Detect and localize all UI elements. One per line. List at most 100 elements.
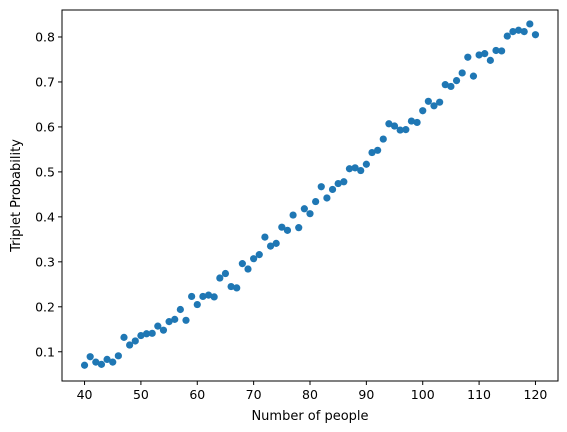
data-point	[300, 205, 308, 213]
data-point	[109, 358, 117, 366]
data-point	[520, 27, 528, 36]
data-point	[204, 291, 213, 299]
y-tick-label: 0.7	[35, 74, 55, 89]
x-axis-label: Number of people	[251, 409, 368, 424]
data-point	[526, 20, 534, 28]
data-point	[334, 179, 342, 188]
data-point	[441, 81, 449, 89]
data-point	[503, 32, 511, 40]
x-tick-label: 60	[189, 387, 205, 402]
data-point	[498, 47, 506, 55]
data-point	[351, 164, 359, 172]
data-point	[154, 322, 162, 330]
data-point	[233, 284, 241, 292]
data-point	[458, 69, 466, 77]
data-point	[402, 126, 410, 134]
data-point	[514, 26, 523, 34]
y-tick-label: 0.1	[35, 344, 55, 359]
data-points	[80, 20, 540, 369]
y-tick-label: 0.6	[35, 119, 55, 134]
data-point	[272, 239, 280, 247]
data-point	[492, 46, 500, 55]
data-point	[447, 82, 455, 91]
data-point	[80, 361, 89, 369]
data-point	[137, 331, 145, 340]
data-point	[227, 282, 235, 291]
data-point	[278, 223, 286, 231]
data-point	[374, 146, 382, 154]
data-point	[368, 148, 376, 157]
x-tick-label: 40	[77, 387, 93, 402]
data-point	[475, 51, 483, 59]
data-point	[385, 120, 393, 128]
y-tick-label: 0.8	[35, 29, 55, 44]
data-point	[430, 102, 438, 110]
data-point	[481, 50, 489, 58]
data-point	[419, 107, 427, 115]
data-point	[250, 255, 258, 263]
y-tick-label: 0.3	[35, 254, 55, 269]
y-tick-label: 0.4	[35, 209, 55, 224]
data-point	[323, 194, 331, 202]
data-point	[390, 122, 399, 130]
data-point	[176, 305, 184, 314]
x-tick-label: 80	[302, 387, 318, 402]
data-point	[193, 300, 201, 309]
data-point	[255, 251, 263, 259]
y-axis-ticks: 0.1 0.2 0.3 0.4 0.5 0.6 0.7 0.8	[35, 29, 62, 359]
x-tick-label: 90	[358, 387, 374, 402]
data-point	[142, 330, 151, 338]
data-point	[165, 318, 173, 326]
data-point	[148, 329, 156, 337]
data-point	[436, 98, 444, 106]
data-point	[464, 53, 472, 61]
x-tick-label: 120	[524, 387, 548, 402]
data-point	[97, 360, 106, 368]
data-point	[328, 185, 337, 194]
data-point	[266, 242, 275, 250]
data-point	[114, 352, 122, 360]
data-point	[159, 326, 168, 334]
data-point	[283, 226, 292, 234]
y-axis-label: Triplet Probability	[9, 139, 24, 253]
data-point	[407, 117, 416, 125]
data-point	[188, 292, 196, 301]
data-point	[171, 315, 179, 323]
data-point	[357, 166, 365, 175]
data-point	[306, 210, 314, 218]
x-axis-ticks: 40 50 60 70 80 90 100 110 120	[77, 381, 548, 402]
data-point	[340, 178, 348, 186]
data-point	[486, 56, 494, 64]
data-point	[424, 97, 432, 105]
data-point	[379, 135, 387, 143]
data-point	[210, 293, 218, 301]
data-point	[120, 333, 128, 341]
data-point	[531, 31, 540, 39]
x-tick-label: 70	[246, 387, 262, 402]
data-point	[509, 27, 517, 36]
data-point	[103, 355, 111, 364]
data-point	[261, 233, 269, 241]
data-point	[362, 160, 370, 168]
x-tick-label: 110	[467, 387, 491, 402]
data-point	[182, 316, 190, 324]
data-point	[413, 118, 421, 127]
data-point	[312, 197, 320, 206]
data-point	[92, 358, 100, 366]
data-point	[216, 274, 224, 282]
x-tick-label: 50	[133, 387, 149, 402]
data-point	[221, 269, 230, 278]
data-point	[238, 260, 246, 268]
plot-area	[61, 9, 559, 382]
data-point	[469, 72, 478, 80]
y-tick-label: 0.2	[35, 299, 55, 314]
data-point	[86, 353, 94, 361]
x-tick-label: 100	[411, 387, 435, 402]
data-point	[317, 183, 325, 191]
data-point	[199, 292, 207, 301]
y-tick-label: 0.5	[35, 164, 55, 179]
data-point	[345, 165, 354, 173]
data-point	[396, 126, 404, 134]
data-point	[289, 211, 297, 219]
